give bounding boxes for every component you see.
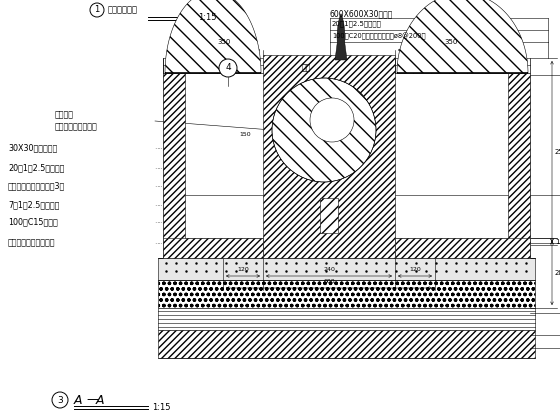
Text: 150: 150: [239, 132, 251, 137]
Text: 240: 240: [323, 267, 335, 272]
Text: 250: 250: [555, 148, 560, 155]
Text: 20厚1：2.5水泥砂浆: 20厚1：2.5水泥砂浆: [332, 21, 382, 27]
Text: 350: 350: [217, 39, 231, 45]
Text: 100: 100: [555, 238, 560, 245]
Circle shape: [219, 59, 237, 77]
Text: 600: 600: [323, 279, 335, 284]
Text: 1:15: 1:15: [152, 403, 170, 411]
Text: 285: 285: [555, 270, 560, 276]
Bar: [158, 258, 535, 280]
Text: 聚氨脂防水涂料刷两遍3厚: 聚氨脂防水涂料刷两遍3厚: [8, 181, 66, 191]
Text: 3: 3: [57, 396, 63, 404]
Bar: [508, 73, 530, 258]
Bar: [185, 73, 263, 238]
Text: 海螺类造平面: 海螺类造平面: [108, 5, 138, 15]
Text: 1: 1: [95, 5, 100, 15]
Text: A: A: [74, 393, 82, 406]
Text: 600X600X30黄锈石: 600X600X30黄锈石: [330, 10, 393, 18]
Bar: [158, 330, 535, 358]
Text: 涌泉: 涌泉: [302, 64, 311, 72]
Circle shape: [310, 98, 354, 142]
Text: 120: 120: [409, 267, 421, 272]
Bar: [158, 308, 535, 330]
Text: 100厚C20混凝土板（配双向ø8@200）: 100厚C20混凝土板（配双向ø8@200）: [332, 32, 426, 40]
Circle shape: [90, 3, 104, 17]
Text: 120: 120: [237, 267, 249, 272]
Bar: [158, 280, 535, 308]
Circle shape: [52, 392, 68, 408]
Text: A: A: [96, 393, 105, 406]
Bar: [263, 55, 395, 258]
Bar: [163, 73, 185, 258]
Text: 100厚C15混凝土: 100厚C15混凝土: [8, 217, 58, 227]
Text: 喷水海螺: 喷水海螺: [55, 111, 74, 119]
Polygon shape: [335, 14, 347, 60]
Bar: [395, 238, 530, 258]
Polygon shape: [165, 0, 261, 73]
Polygon shape: [397, 0, 528, 73]
Text: —: —: [86, 393, 99, 406]
Circle shape: [272, 78, 376, 182]
Text: 350: 350: [445, 39, 458, 45]
Bar: [163, 238, 263, 258]
Bar: [395, 73, 508, 238]
Text: 30X30彩釉马赛克: 30X30彩釉马赛克: [8, 143, 57, 153]
Text: 20厚1：2.5水泥砂浆: 20厚1：2.5水泥砂浆: [8, 163, 64, 173]
Bar: [320, 198, 338, 233]
Text: 7厚1：2.5水泥砂浆: 7厚1：2.5水泥砂浆: [8, 201, 59, 210]
Bar: [395, 58, 530, 73]
Text: 4: 4: [225, 64, 231, 72]
Text: 1:15: 1:15: [198, 13, 217, 23]
Text: 膨胀珍珠岩泡沫混凝土: 膨胀珍珠岩泡沫混凝土: [8, 238, 55, 248]
Text: 黄锈石石雕（成品）: 黄锈石石雕（成品）: [55, 122, 98, 132]
Bar: [163, 58, 263, 73]
